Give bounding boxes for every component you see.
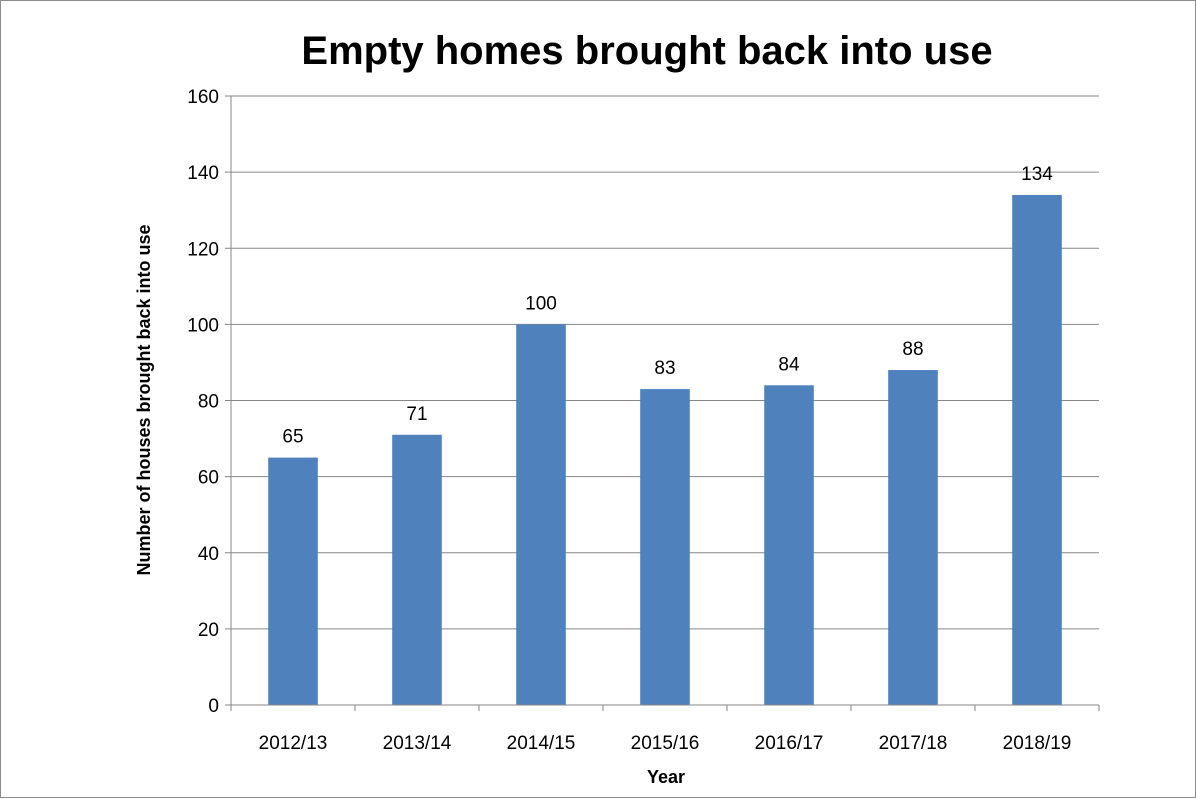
y-tick-label: 40: [198, 544, 219, 565]
data-label: 65: [282, 427, 303, 448]
y-tick-label: 80: [198, 392, 219, 413]
y-tick-labels: 0 20 40 60 80 100 120 140 160: [187, 87, 219, 717]
x-tick-label: 2013/14: [383, 733, 452, 754]
y-tick-label: 140: [187, 163, 219, 184]
bar-2013/14: [392, 434, 442, 705]
y-tick-label: 100: [187, 315, 219, 336]
data-labels: 65 71 100 83 84 88 134: [282, 164, 1053, 448]
data-label: 134: [1021, 164, 1053, 185]
x-tick-label: 2015/16: [631, 733, 700, 754]
y-axis-title: Number of houses brought back into use: [134, 224, 154, 575]
data-label: 100: [525, 293, 557, 314]
y-tick-label: 120: [187, 239, 219, 260]
chart-title: Empty homes brought back into use: [301, 29, 992, 73]
x-tick-label: 2017/18: [879, 733, 948, 754]
data-label: 88: [902, 339, 923, 360]
x-tick-label: 2018/19: [1003, 733, 1072, 754]
x-axis-title: Year: [647, 767, 685, 787]
data-label: 84: [778, 354, 800, 375]
axes: [225, 95, 1100, 711]
bar-2015/16: [640, 389, 690, 705]
x-tick-label: 2016/17: [755, 733, 824, 754]
data-label: 83: [654, 358, 675, 379]
bar-2014/15: [516, 324, 566, 705]
bar-2017/18: [888, 370, 938, 705]
bars: [268, 194, 1062, 705]
y-tick-label: 0: [208, 696, 219, 717]
x-tick-label: 2014/15: [507, 733, 576, 754]
y-tick-label: 160: [187, 87, 219, 108]
bar-2016/17: [764, 385, 814, 705]
x-tick-labels: 2012/13 2013/14 2014/15 2015/16 2016/17 2017/…: [259, 733, 1072, 754]
bar-2018/19: [1012, 194, 1062, 705]
y-tick-label: 20: [198, 620, 219, 641]
x-tick-label: 2012/13: [259, 733, 328, 754]
data-label: 71: [406, 404, 427, 425]
y-tick-label: 60: [198, 468, 219, 489]
bar-2012/13: [268, 457, 318, 705]
